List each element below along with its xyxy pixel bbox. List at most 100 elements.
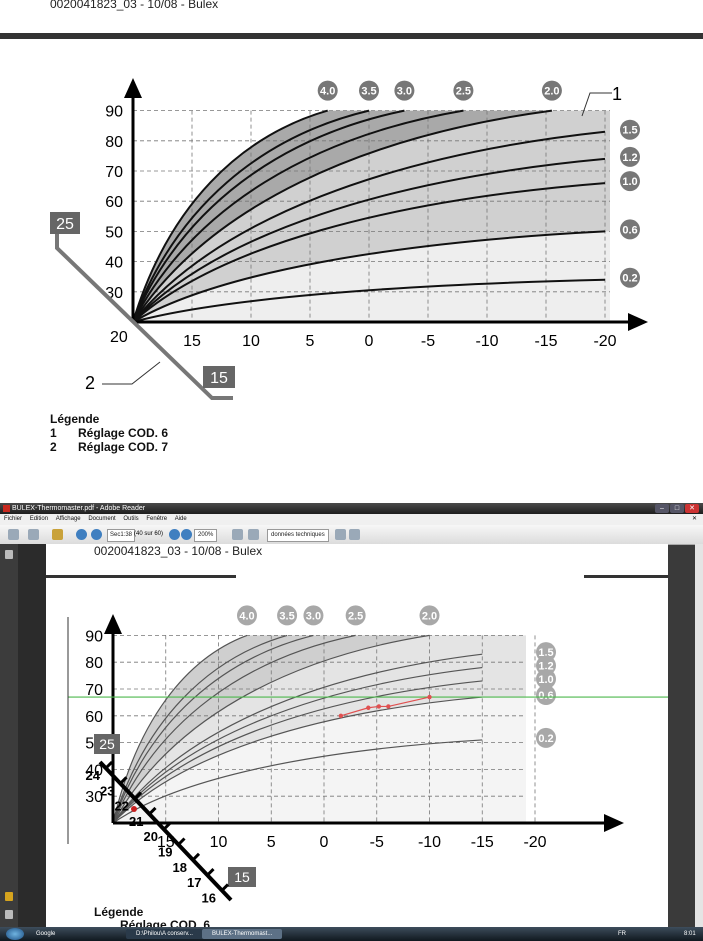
shift-scale-tick: [191, 852, 201, 861]
zoom-out-icon[interactable]: [169, 529, 180, 540]
pages-panel-icon[interactable]: [5, 550, 13, 559]
red-annotation-point: [427, 694, 432, 700]
clock: 8:01: [684, 931, 696, 937]
curve-badge: [620, 146, 640, 167]
shift-scale-tick: [177, 837, 186, 846]
taskbar: Google D:\Philou\A conserv... BULEX-Ther…: [0, 927, 703, 941]
curve-3-5: [132, 109, 370, 323]
doc-close-icon[interactable]: ✕: [691, 516, 697, 522]
shift-scale-bottom-label: 15: [234, 869, 250, 885]
curve-badge-label: 1.2: [622, 152, 637, 164]
shift-scale-tick: [148, 806, 157, 815]
annotated-heating-curve-chart: 151050-5-10-15-20908070605040304.03.53.0…: [46, 575, 668, 905]
y-tick-label: 80: [105, 134, 123, 151]
taskbar-adobe[interactable]: BULEX-Thermomast...: [202, 929, 282, 939]
zoom-in-icon[interactable]: [181, 529, 192, 540]
curve-badge: [620, 219, 640, 240]
curve-badge: [536, 685, 556, 706]
y-tick-label: 80: [85, 655, 103, 672]
find-previous-icon[interactable]: [335, 529, 346, 540]
shift-scale-step-label: 24: [86, 768, 101, 783]
x-tick-label: 10: [242, 333, 260, 350]
curve-badge-label: 2.5: [456, 86, 471, 98]
shift-scale-tick: [162, 822, 172, 831]
callout-2-label: 2: [85, 373, 95, 393]
curve-badge: [419, 605, 440, 626]
x-axis-arrow: [628, 313, 648, 331]
x-tick-label: -20: [523, 834, 546, 851]
curve-badge: [277, 605, 298, 626]
zoom-dropdown[interactable]: 200%: [194, 529, 218, 542]
curve-badge-label: 3.5: [361, 86, 376, 98]
x-tick-label: 5: [306, 333, 315, 350]
y-tick-label: 30: [85, 789, 103, 806]
hand-tool-icon[interactable]: [52, 529, 63, 540]
page-count: (40 sur 60): [134, 531, 164, 537]
shift-scale-step-label: 16: [202, 890, 216, 905]
window-title: BULEX-Thermomaster.pdf - Adobe Reader: [12, 505, 146, 512]
curve-badge: [620, 267, 640, 288]
curve-badge: [453, 80, 474, 101]
curve-1-5: [112, 653, 483, 824]
curve-badge-label: 3.0: [397, 86, 412, 98]
red-annotation-point: [338, 713, 344, 718]
menu-fichier[interactable]: Fichier: [4, 516, 23, 522]
close-button[interactable]: ✕: [685, 504, 699, 513]
toolbar: Sec1:38 (40 sur 60) 200% données techniq…: [0, 525, 703, 545]
shaded-zone-high: [113, 635, 430, 823]
shift-scale-tick: [104, 760, 114, 770]
navigation-pane: [0, 544, 18, 927]
shift-scale-top-label: 25: [99, 736, 115, 752]
curve-3-5: [112, 634, 288, 824]
menu-affichage[interactable]: Affichage: [55, 516, 81, 522]
curve-2-5: [112, 634, 356, 824]
curve-1-2: [112, 666, 483, 824]
y-tick-label: 40: [105, 255, 123, 272]
email-icon[interactable]: [28, 529, 39, 540]
shift-scale-tick: [220, 883, 230, 892]
curve-badge: [303, 605, 324, 626]
curve-2-5: [132, 109, 464, 323]
language-indicator[interactable]: FR: [618, 931, 626, 937]
search-dropdown[interactable]: données techniques: [267, 529, 329, 542]
y-tick-label: 50: [105, 224, 123, 241]
curve-badge: [536, 727, 556, 748]
fit-page-icon[interactable]: [248, 529, 259, 540]
maximize-button[interactable]: □: [670, 504, 684, 513]
find-next-icon[interactable]: [349, 529, 360, 540]
menu-fenetre[interactable]: Fenêtre: [146, 516, 168, 522]
curve-1-2: [132, 157, 606, 323]
page-header: 0020041823_03 - 10/08 - Bulex: [94, 544, 263, 558]
shift-scale-step-label: 22: [115, 799, 129, 814]
menu-outils[interactable]: Outils: [123, 516, 139, 522]
legend-num: 2: [50, 440, 57, 454]
curve-badge: [620, 171, 640, 192]
page-number-field[interactable]: Sec1:38: [107, 529, 136, 542]
curve-3-0: [112, 634, 314, 824]
page-up-icon[interactable]: [76, 529, 87, 540]
attachments-icon[interactable]: [5, 910, 13, 919]
google-toolbar[interactable]: Google: [36, 931, 56, 937]
shift-scale-tick: [133, 791, 143, 800]
callout-1-label: 1: [612, 84, 622, 104]
taskbar-explorer[interactable]: D:\Philou\A conserv...: [126, 929, 204, 939]
menu-document[interactable]: Document: [88, 516, 116, 522]
curve-3-0: [132, 109, 405, 323]
curve-badge-label: 1.0: [538, 674, 553, 686]
curve-0-2: [132, 278, 606, 323]
vertical-scrollbar[interactable]: [695, 544, 703, 927]
page-down-icon[interactable]: [91, 529, 102, 540]
shift-scale-step-label: 18: [173, 860, 187, 875]
menu-aide[interactable]: Aide: [174, 516, 187, 522]
x-tick-label: 5: [267, 834, 276, 851]
adobe-reader-window: BULEX-Thermomaster.pdf - Adobe Reader – …: [0, 503, 703, 941]
comments-icon[interactable]: [5, 892, 13, 901]
print-icon[interactable]: [8, 529, 19, 540]
fit-width-icon[interactable]: [232, 529, 243, 540]
minimize-button[interactable]: –: [655, 504, 669, 513]
shaded-zone-high: [133, 110, 552, 322]
curve-badge: [317, 80, 338, 101]
start-button[interactable]: [6, 928, 24, 940]
page-rule-left: [46, 575, 236, 578]
menu-edition[interactable]: Edition: [29, 516, 49, 522]
